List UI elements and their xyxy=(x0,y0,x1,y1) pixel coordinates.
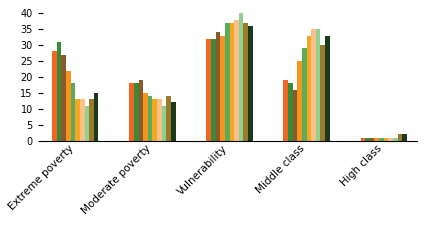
Bar xyxy=(325,35,330,141)
Bar xyxy=(283,80,288,141)
Bar xyxy=(225,23,230,141)
Bar xyxy=(398,134,402,141)
Bar xyxy=(384,138,388,141)
Bar xyxy=(61,55,66,141)
Bar xyxy=(393,138,398,141)
Bar xyxy=(211,39,215,141)
Bar xyxy=(94,93,99,141)
Bar xyxy=(57,42,61,141)
Bar xyxy=(66,71,71,141)
Bar xyxy=(80,99,85,141)
Bar xyxy=(207,39,211,141)
Bar xyxy=(388,138,393,141)
Bar xyxy=(302,48,306,141)
Bar xyxy=(379,138,384,141)
Bar xyxy=(360,138,365,141)
Bar xyxy=(85,106,89,141)
Bar xyxy=(311,29,316,141)
Bar xyxy=(143,93,148,141)
Bar xyxy=(320,45,325,141)
Bar xyxy=(89,99,94,141)
Bar xyxy=(139,80,143,141)
Bar xyxy=(75,99,80,141)
Bar xyxy=(220,35,225,141)
Bar xyxy=(244,23,248,141)
Bar xyxy=(306,35,311,141)
Bar xyxy=(316,29,320,141)
Bar xyxy=(374,138,379,141)
Bar xyxy=(370,138,374,141)
Bar xyxy=(234,20,239,141)
Bar xyxy=(129,83,134,141)
Bar xyxy=(162,106,166,141)
Bar xyxy=(148,96,153,141)
Bar xyxy=(402,134,407,141)
Bar xyxy=(215,32,220,141)
Bar xyxy=(166,96,171,141)
Bar xyxy=(71,83,75,141)
Bar xyxy=(239,13,244,141)
Bar xyxy=(230,23,234,141)
Bar xyxy=(248,26,252,141)
Bar xyxy=(157,99,162,141)
Bar xyxy=(134,83,139,141)
Bar xyxy=(153,99,157,141)
Bar xyxy=(365,138,370,141)
Bar xyxy=(52,52,57,141)
Bar xyxy=(293,90,298,141)
Bar xyxy=(298,61,302,141)
Bar xyxy=(171,102,176,141)
Bar xyxy=(288,83,293,141)
